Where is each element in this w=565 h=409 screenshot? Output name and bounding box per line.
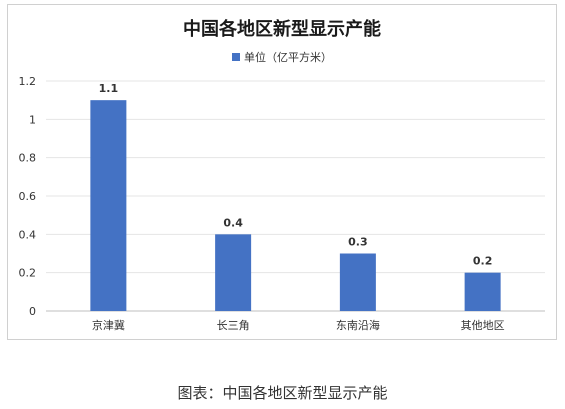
data-label: 1.1 bbox=[99, 82, 119, 95]
figure-caption: 图表：中国各地区新型显示产能 bbox=[177, 384, 388, 402]
legend-label: 单位（亿平方米） bbox=[244, 51, 332, 64]
y-tick-label: 0.6 bbox=[19, 190, 37, 203]
data-label: 0.3 bbox=[348, 236, 368, 249]
data-label: 0.4 bbox=[223, 216, 243, 229]
x-tick-label: 长三角 bbox=[217, 319, 250, 332]
x-tick-label: 京津冀 bbox=[92, 318, 125, 332]
y-tick-label: 1.2 bbox=[19, 75, 37, 88]
bar bbox=[339, 253, 376, 311]
chart-title: 中国各地区新型显示产能 bbox=[183, 19, 381, 40]
y-tick-label: 1 bbox=[29, 113, 36, 126]
y-tick-label: 0.8 bbox=[19, 152, 37, 165]
x-tick-label: 东南沿海 bbox=[336, 318, 380, 332]
data-label: 0.2 bbox=[473, 255, 493, 268]
bar bbox=[215, 234, 252, 311]
y-tick-label: 0.4 bbox=[19, 228, 37, 241]
legend: 单位（亿平方米） bbox=[8, 49, 556, 65]
y-tick-label: 0 bbox=[29, 305, 36, 318]
y-tick-label: 0.2 bbox=[19, 267, 37, 280]
bar bbox=[464, 272, 501, 311]
bar bbox=[90, 100, 127, 312]
x-tick-label: 其他地区 bbox=[461, 319, 505, 332]
legend-swatch bbox=[232, 53, 240, 61]
